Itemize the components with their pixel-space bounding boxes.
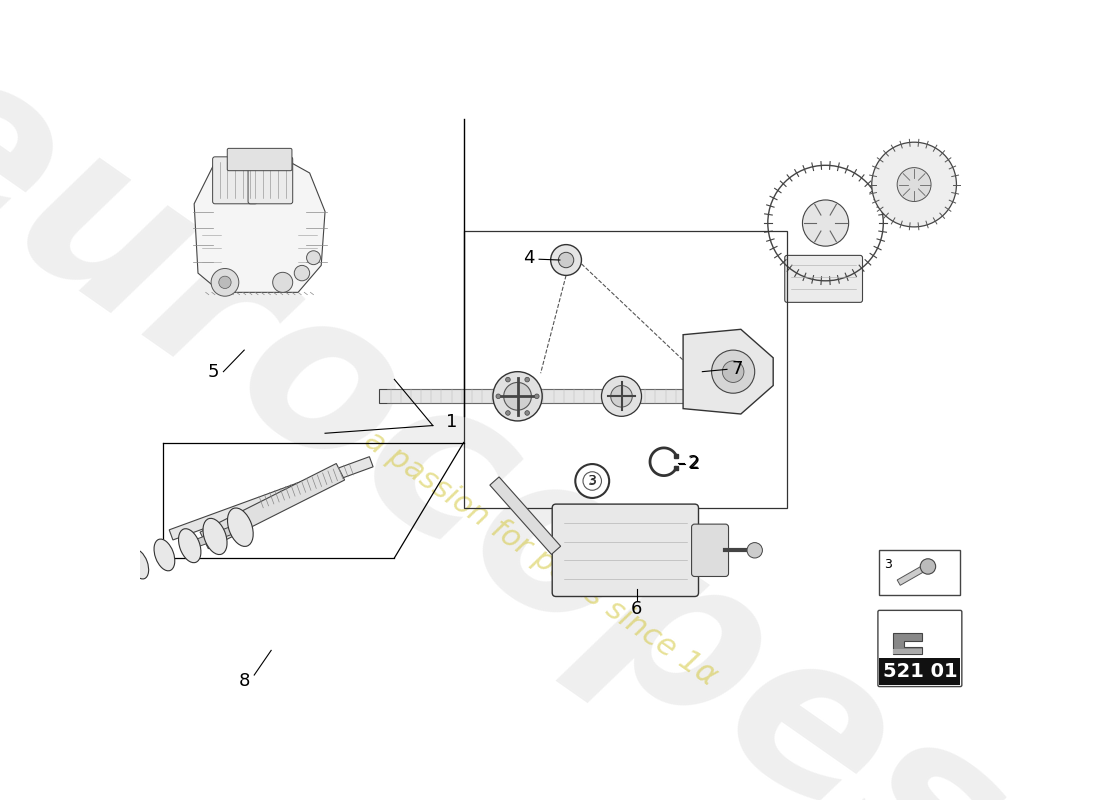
Circle shape: [273, 272, 293, 292]
Ellipse shape: [228, 508, 253, 546]
Polygon shape: [169, 457, 373, 540]
Ellipse shape: [130, 550, 148, 579]
Polygon shape: [898, 565, 927, 586]
Circle shape: [295, 266, 310, 281]
Text: 4: 4: [524, 249, 535, 266]
Text: 7: 7: [732, 360, 742, 378]
Polygon shape: [490, 477, 561, 554]
Circle shape: [559, 252, 574, 268]
Circle shape: [219, 276, 231, 289]
Polygon shape: [893, 634, 922, 654]
Circle shape: [493, 372, 542, 421]
Circle shape: [506, 410, 510, 415]
Bar: [880, 550, 960, 595]
FancyBboxPatch shape: [228, 148, 292, 170]
Circle shape: [602, 376, 641, 416]
Circle shape: [506, 378, 510, 382]
Ellipse shape: [178, 529, 201, 562]
Polygon shape: [200, 463, 344, 549]
Text: a passion for parts since 1α: a passion for parts since 1α: [359, 425, 723, 691]
Ellipse shape: [106, 560, 122, 587]
Circle shape: [921, 558, 936, 574]
Ellipse shape: [154, 539, 175, 571]
FancyBboxPatch shape: [784, 255, 862, 302]
Circle shape: [712, 350, 755, 394]
Circle shape: [747, 542, 762, 558]
Polygon shape: [378, 390, 749, 403]
Text: 3: 3: [884, 558, 892, 571]
Text: 2: 2: [688, 454, 698, 471]
Bar: [464, 230, 788, 508]
Ellipse shape: [204, 518, 227, 554]
Text: 2: 2: [689, 455, 701, 473]
Text: 8: 8: [239, 672, 250, 690]
FancyBboxPatch shape: [249, 157, 293, 204]
Polygon shape: [893, 649, 922, 654]
Polygon shape: [683, 330, 773, 414]
Circle shape: [504, 382, 531, 410]
Ellipse shape: [80, 570, 97, 595]
Text: 1: 1: [447, 413, 458, 430]
Circle shape: [610, 386, 632, 407]
Circle shape: [525, 410, 529, 415]
Text: 521 01: 521 01: [882, 662, 957, 682]
Circle shape: [535, 394, 539, 398]
Circle shape: [525, 378, 529, 382]
Circle shape: [803, 200, 849, 246]
FancyBboxPatch shape: [552, 504, 698, 597]
Text: 6: 6: [631, 600, 642, 618]
Circle shape: [211, 269, 239, 296]
Text: eurocopes: eurocopes: [0, 21, 1042, 800]
FancyBboxPatch shape: [212, 157, 257, 204]
Circle shape: [723, 361, 744, 382]
FancyBboxPatch shape: [878, 610, 961, 686]
Circle shape: [307, 250, 320, 265]
Circle shape: [551, 245, 582, 275]
Polygon shape: [195, 154, 326, 292]
Text: 3: 3: [588, 474, 596, 487]
Circle shape: [496, 394, 500, 398]
Circle shape: [871, 142, 957, 227]
Circle shape: [898, 168, 931, 202]
Polygon shape: [188, 526, 236, 550]
Text: 5: 5: [208, 362, 219, 381]
Bar: [880, 658, 960, 685]
FancyBboxPatch shape: [692, 524, 728, 577]
Text: 3: 3: [587, 474, 596, 488]
